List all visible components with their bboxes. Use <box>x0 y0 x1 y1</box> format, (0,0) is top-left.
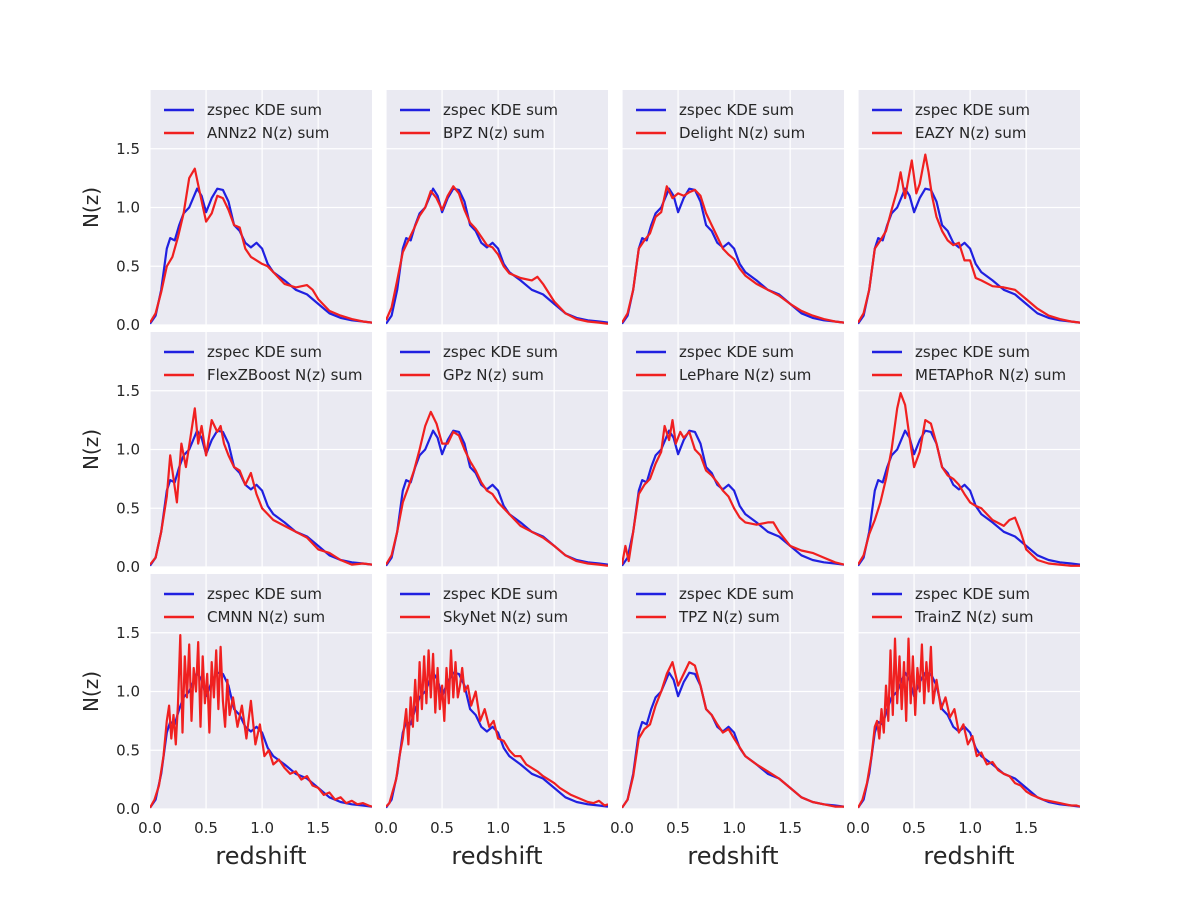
series-line-estimate <box>386 410 608 567</box>
y-tick-label: 1.5 <box>116 382 140 400</box>
legend-label: zspec KDE sum <box>915 585 1030 603</box>
legend-label: zspec KDE sum <box>207 343 322 361</box>
x-axis-label: redshift <box>451 842 542 870</box>
x-tick-label: 0.0 <box>610 819 634 837</box>
panel-1: zspec KDE sum ANNz2 N(z) sum 0.0 0.5 1.0 1.5 N… <box>79 90 372 334</box>
y-tick-label: 0.0 <box>116 316 140 334</box>
legend-label: SkyNet N(z) sum <box>443 608 568 626</box>
x-tick-label: 0.5 <box>666 819 690 837</box>
legend-label: ANNz2 N(z) sum <box>207 124 329 142</box>
panel-4: zspec KDE sum EAZY N(z) sum <box>857 90 1080 326</box>
y-tick-label: 1.5 <box>116 624 140 642</box>
x-tick-label: 1.5 <box>542 819 566 837</box>
legend-label: zspec KDE sum <box>915 343 1030 361</box>
x-tick-label: 0.0 <box>374 819 398 837</box>
legend-label: zspec KDE sum <box>207 585 322 603</box>
x-tick-label: 1.5 <box>1014 819 1038 837</box>
x-tick-label: 1.0 <box>722 819 746 837</box>
legend-label: GPz N(z) sum <box>443 366 544 384</box>
legend-label: Delight N(z) sum <box>679 124 805 142</box>
series-line-estimate <box>150 407 372 566</box>
panel-10: zspec KDE sum SkyNet N(z) sum 0.0 0.5 1.0 1.5… <box>374 574 608 870</box>
x-axis-label: redshift <box>215 842 306 870</box>
x-tick-label: 0.5 <box>902 819 926 837</box>
y-axis-label: N(z) <box>79 187 103 228</box>
legend-label: EAZY N(z) sum <box>915 124 1026 142</box>
panel-9: zspec KDE sum CMNN N(z) sum 0.0 0.5 1.0 1.5 N(… <box>79 574 372 870</box>
x-axis-label: redshift <box>687 842 778 870</box>
legend-label: zspec KDE sum <box>679 101 794 119</box>
series-line-estimate <box>622 419 844 566</box>
x-tick-label: 1.5 <box>778 819 802 837</box>
legend-label: zspec KDE sum <box>443 343 558 361</box>
legend-label: LePhare N(z) sum <box>679 366 811 384</box>
x-tick-label: 0.5 <box>194 819 218 837</box>
panel-8: zspec KDE sum METAPhoR N(z) sum <box>857 332 1080 568</box>
series-line-estimate <box>150 167 372 324</box>
x-tick-label: 0.0 <box>138 819 162 837</box>
y-tick-label: 0.0 <box>116 558 140 576</box>
y-tick-label: 1.5 <box>116 140 140 158</box>
legend-label: BPZ N(z) sum <box>443 124 545 142</box>
series-line-estimate <box>622 660 844 809</box>
x-tick-label: 0.5 <box>430 819 454 837</box>
legend-label: CMNN N(z) sum <box>207 608 325 626</box>
y-tick-label: 0.0 <box>116 800 140 818</box>
series-line-estimate <box>622 185 844 324</box>
legend-label: zspec KDE sum <box>443 585 558 603</box>
x-tick-label: 1.0 <box>958 819 982 837</box>
legend-label: zspec KDE sum <box>915 101 1030 119</box>
panel-2: zspec KDE sum BPZ N(z) sum <box>385 90 608 326</box>
legend-label: TrainZ N(z) sum <box>914 608 1034 626</box>
legend-label: zspec KDE sum <box>679 343 794 361</box>
x-tick-label: 0.0 <box>846 819 870 837</box>
series-line-estimate <box>858 392 1080 567</box>
panel-12: zspec KDE sum TrainZ N(z) sum 0.0 0.5 1.0 1.5… <box>846 574 1080 870</box>
y-tick-label: 0.5 <box>116 741 140 759</box>
panel-3: zspec KDE sum Delight N(z) sum <box>621 90 844 326</box>
panel-11: zspec KDE sum TPZ N(z) sum 0.0 0.5 1.0 1.5red… <box>610 574 844 870</box>
legend-label: zspec KDE sum <box>679 585 794 603</box>
legend-label: METAPhoR N(z) sum <box>915 366 1066 384</box>
series-line-estimate <box>858 153 1080 324</box>
x-axis-label: redshift <box>923 842 1014 870</box>
y-tick-label: 0.5 <box>116 257 140 275</box>
legend-label: TPZ N(z) sum <box>678 608 780 626</box>
panel-6: zspec KDE sum GPz N(z) sum <box>385 332 608 568</box>
y-axis-label: N(z) <box>79 429 103 470</box>
series-line-estimate <box>150 633 372 809</box>
x-tick-label: 1.0 <box>250 819 274 837</box>
series-line-estimate <box>858 637 1080 809</box>
y-tick-label: 0.5 <box>116 499 140 517</box>
series-line-estimate <box>386 649 608 808</box>
legend-label: zspec KDE sum <box>443 101 558 119</box>
y-axis-label: N(z) <box>79 671 103 712</box>
y-tick-label: 1.0 <box>116 199 140 217</box>
panel-7: zspec KDE sum LePhare N(z) sum <box>621 332 844 568</box>
x-tick-label: 1.0 <box>486 819 510 837</box>
legend-label: zspec KDE sum <box>207 101 322 119</box>
y-tick-label: 1.0 <box>116 683 140 701</box>
legend-label: FlexZBoost N(z) sum <box>207 366 363 384</box>
series-line-estimate <box>386 185 608 325</box>
panel-5: zspec KDE sum FlexZBoost N(z) sum 0.0 0.5 1.… <box>79 332 372 576</box>
y-tick-label: 1.0 <box>116 441 140 459</box>
x-tick-label: 1.5 <box>306 819 330 837</box>
series-line-reference <box>386 187 608 325</box>
